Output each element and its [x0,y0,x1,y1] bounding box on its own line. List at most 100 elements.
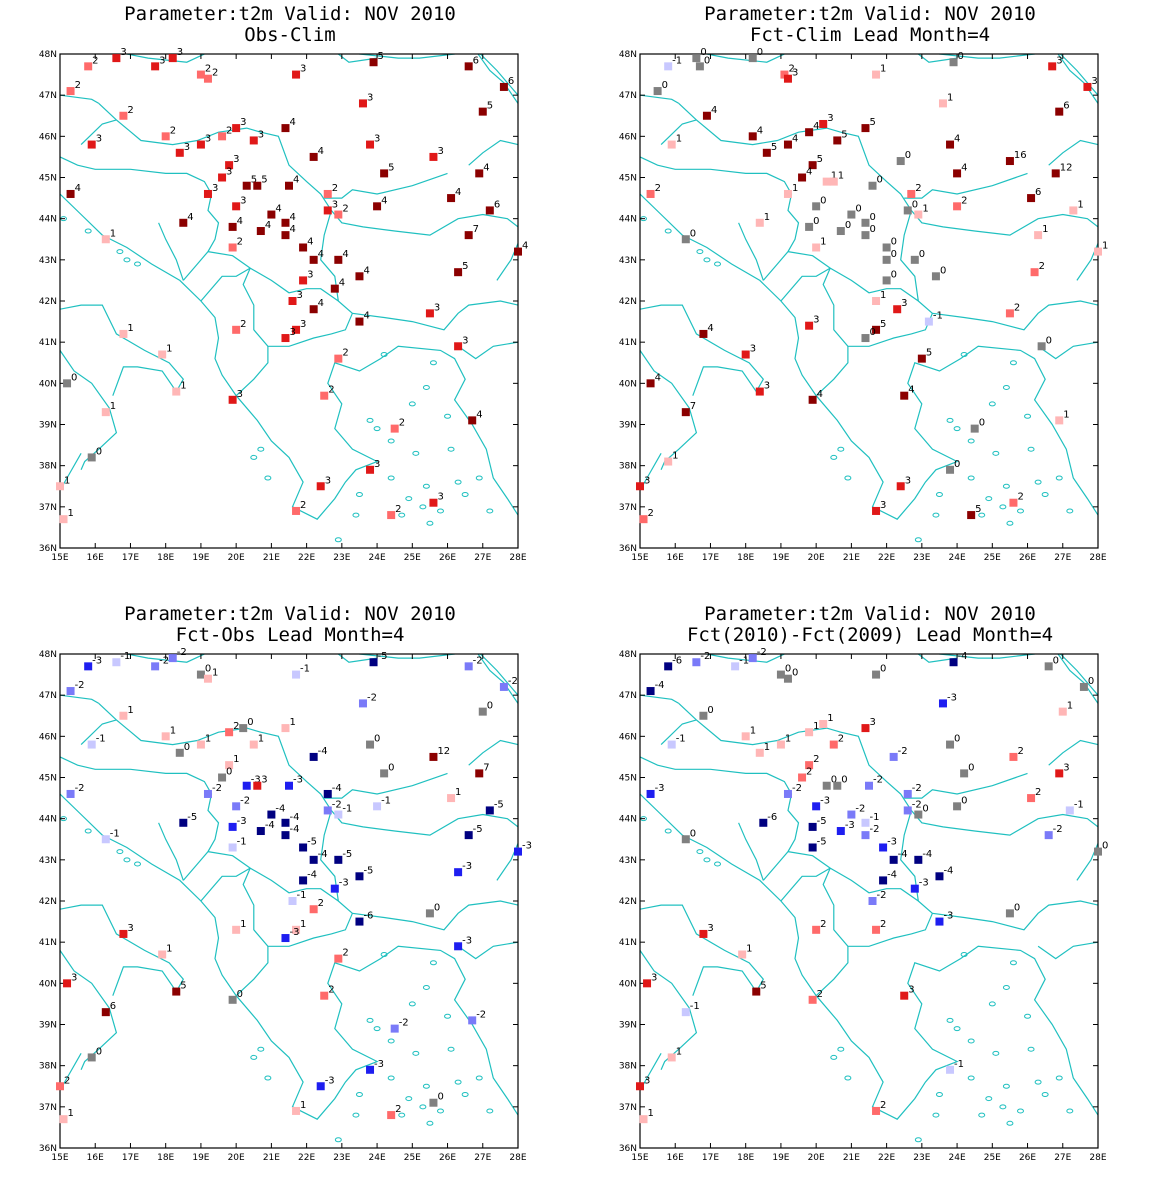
station-marker [847,210,856,219]
island [703,257,711,263]
station-value-label: -3 [845,820,855,831]
station-marker [101,408,110,417]
station-value-label: -3 [462,861,472,872]
island [946,1017,954,1023]
x-tick-label: 28E [1089,1153,1106,1163]
station-value-label: 2 [880,1100,886,1111]
station-value-label: 2 [1039,261,1045,272]
x-tick-label: 27E [474,1153,491,1163]
station-marker [203,189,212,198]
country-border [60,694,100,704]
station-value-label: 1 [1077,199,1083,210]
station-value-label: 3 [127,923,133,934]
station-marker [228,822,237,831]
station-value-label: 2 [813,754,819,765]
station-value-label: 5 [261,175,267,186]
country-border [80,719,117,746]
station-value-label: 3 [205,134,211,145]
y-tick-label: 39N [619,1021,637,1031]
station-marker [232,925,241,934]
station-marker [812,802,821,811]
station-marker [355,272,364,281]
country-border [1057,54,1098,104]
country-border [1048,139,1098,166]
station-value-label: 1 [827,713,833,724]
x-tick-label: 23E [333,553,350,563]
station-value-label: 1 [300,919,306,930]
island [978,512,986,518]
station-value-label: 6 [110,1001,116,1012]
station-value-label: -2 [399,1018,409,1029]
station-marker [931,272,940,281]
station-marker [759,818,768,827]
station-marker [242,781,251,790]
station-marker [872,506,881,515]
island [960,352,968,358]
station-value-label: -3 [289,927,299,938]
station-value-label: 5 [251,175,257,186]
station-value-label: 1 [166,344,172,355]
island [1027,1046,1035,1052]
station-value-label: 0 [919,249,925,260]
station-marker [861,818,870,827]
station-value-label: -1 [297,890,307,901]
station-marker [819,119,828,128]
station-marker [218,773,227,782]
station-marker [1034,231,1043,240]
station-marker [281,334,290,343]
island [387,1075,395,1081]
station-marker [232,802,241,811]
station-marker [805,222,814,231]
station-marker [812,925,821,934]
station-value-label: 1 [300,1100,306,1111]
station-value-label: -4 [655,680,665,691]
station-marker [369,58,378,67]
station-marker [914,855,923,864]
coastline [60,793,518,1120]
station-marker [900,391,909,400]
island [837,446,845,452]
station-value-label: 7 [483,762,489,773]
x-tick-label: 28E [1089,553,1106,563]
station-value-label: 4 [339,278,345,289]
station-marker [917,354,926,363]
station-value-label: 1 [64,475,70,486]
station-value-label: -1 [954,1059,964,1070]
station-value-label: 2 [328,985,334,996]
island [935,491,943,497]
coastline [1097,797,1098,799]
station-marker [299,276,308,285]
station-value-label: 3 [437,492,443,503]
island [422,483,430,489]
island [1024,413,1032,419]
station-marker [798,173,807,182]
station-value-label: 1 [110,228,116,239]
station-value-label: -2 [367,692,377,703]
station-marker [225,161,234,170]
station-marker [636,482,644,491]
station-value-label: -5 [494,799,504,810]
island [352,1112,360,1118]
station-value-label: -1 [300,664,310,675]
country-border [468,739,518,766]
station-value-label: 2 [342,348,348,359]
station-marker [425,909,434,918]
station-value-label: 3 [325,475,331,486]
island [123,857,131,863]
station-marker [748,654,757,663]
x-tick-label: 18E [157,553,174,563]
x-tick-label: 24E [369,553,386,563]
station-value-label: 0 [877,175,883,186]
station-value-label: 3 [437,146,443,157]
country-border [242,267,353,347]
station-marker [514,847,522,856]
y-tick-label: 41N [619,938,637,948]
country-border [320,810,339,902]
station-value-label: -1 [1074,799,1084,810]
station-value-label: 0 [437,1092,443,1103]
country-border [207,851,518,931]
island [714,861,722,867]
island [1041,1091,1049,1097]
y-tick-label: 38N [619,462,637,472]
station-marker [847,810,856,819]
